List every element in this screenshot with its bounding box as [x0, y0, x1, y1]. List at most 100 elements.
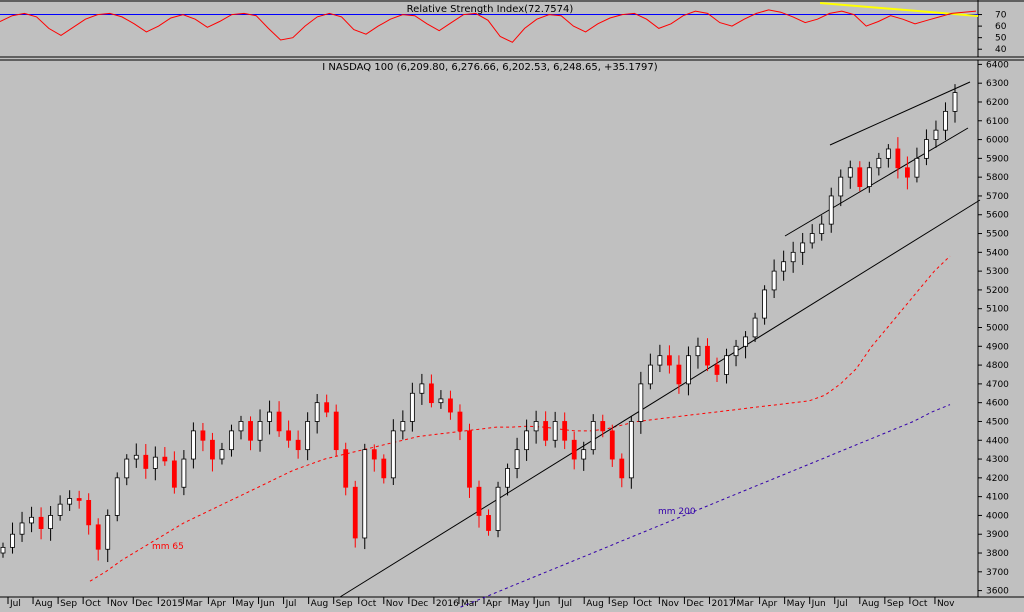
- price-tick-label: 4400: [986, 436, 1009, 446]
- candle-up: [800, 242, 806, 253]
- price-tick-label: 4300: [986, 455, 1009, 465]
- candle-up: [305, 421, 311, 451]
- ma200-line: [454, 404, 951, 610]
- candle-up: [29, 516, 34, 524]
- candle-down: [543, 421, 549, 441]
- time-tick-label: 2016: [436, 599, 459, 608]
- time-tick-label: Mar: [737, 599, 754, 608]
- time-tick-label: Aug: [586, 599, 604, 608]
- rsi-tick-label: 50: [995, 34, 1007, 44]
- price-tick-label: 5900: [986, 154, 1009, 164]
- candle-up: [152, 456, 158, 469]
- price-tick-label: 4100: [986, 493, 1009, 503]
- time-tick-label: Aug: [311, 599, 329, 608]
- rsi-line: [0, 9, 977, 43]
- time-tick-label: Jun: [535, 599, 550, 608]
- price-tick-label: 6200: [986, 98, 1009, 108]
- price-tick-label: 4800: [986, 361, 1009, 371]
- candle-down: [371, 449, 377, 460]
- time-tick-label: May: [787, 599, 806, 608]
- time-tick-label: Dec: [686, 599, 703, 608]
- candle-down: [571, 439, 577, 460]
- candle-up: [57, 503, 63, 516]
- candle-down: [295, 439, 301, 451]
- candle-up: [257, 421, 263, 441]
- candle-up: [105, 515, 111, 550]
- price-tick-label: 5500: [986, 230, 1009, 240]
- rsi-tick-label: 40: [995, 45, 1007, 55]
- candle-up: [724, 355, 729, 375]
- candle-down: [457, 411, 463, 432]
- rsi-tick-label: 70: [995, 11, 1007, 21]
- candle-up: [838, 176, 844, 197]
- time-tick-label: Nov: [386, 599, 404, 608]
- candle-up: [533, 421, 539, 432]
- candle-up: [876, 157, 882, 169]
- price-title: I NASDAQ 100 (6,209.80, 6,276.66, 6,202.…: [322, 62, 657, 73]
- time-axis-labels: Jul Aug Sep Oct Nov Dec 2015 Mar Apr May Jun Jul Aug…: [7, 597, 955, 609]
- candle-up: [638, 383, 644, 422]
- price-tick-label: 6100: [986, 117, 1009, 127]
- candle-down: [562, 421, 568, 441]
- time-tick-label: Nov: [661, 599, 679, 608]
- price-tick-label: 5000: [986, 324, 1009, 334]
- candle-down: [667, 355, 672, 366]
- candle-down: [609, 430, 615, 460]
- candle-up: [505, 468, 510, 488]
- candle-down: [905, 167, 910, 178]
- candle-up: [790, 251, 796, 263]
- candle-down: [476, 486, 482, 516]
- price-tick-label: 6000: [986, 136, 1009, 146]
- candle-down: [210, 439, 215, 460]
- candle-up: [524, 430, 529, 451]
- price-panel: I NASDAQ 100 (6,209.80, 6,276.66, 6,202.…: [0, 59, 1024, 610]
- candle-down: [162, 456, 168, 462]
- candle-up: [686, 355, 691, 385]
- candle-down: [619, 458, 625, 479]
- time-tick-label: Dec: [411, 599, 428, 608]
- candle-up: [362, 449, 368, 539]
- candle-up: [48, 515, 53, 529]
- candle-down: [600, 421, 606, 432]
- candle-up: [828, 195, 834, 225]
- time-tick-label: Sep: [60, 599, 77, 608]
- candle-up: [229, 430, 234, 451]
- candle-down: [895, 148, 901, 169]
- time-tick-label: Apr: [762, 599, 778, 608]
- ma200-label: mm 200: [658, 507, 696, 517]
- candle-up: [628, 421, 634, 479]
- candle-up: [743, 336, 748, 347]
- candle-up: [133, 454, 139, 460]
- time-tick-label: Dec: [135, 599, 152, 608]
- time-tick-label: Sep: [887, 599, 904, 608]
- candle-up: [581, 449, 587, 460]
- time-tick-label: Jul: [836, 599, 848, 608]
- time-tick-label: Jul: [560, 599, 572, 608]
- candle-up: [847, 167, 853, 178]
- candle-down: [467, 430, 472, 488]
- time-tick-label: Apr: [210, 599, 226, 608]
- time-tick-label: Oct: [85, 599, 101, 608]
- price-tick-label: 4700: [986, 380, 1009, 390]
- candle-down: [333, 411, 339, 451]
- price-tick-label: 4200: [986, 474, 1009, 484]
- candle-up: [390, 430, 396, 479]
- candle-down: [143, 454, 149, 469]
- candle-down: [86, 499, 92, 526]
- candle-up: [885, 148, 891, 159]
- candle-up: [771, 270, 777, 291]
- candle-up: [924, 139, 929, 159]
- long-trend-support: [339, 199, 981, 598]
- candle-up: [314, 402, 320, 422]
- price-tick-label: 3700: [986, 568, 1009, 578]
- candle-up: [552, 421, 558, 441]
- time-tick-label: May: [235, 599, 254, 608]
- candle-down: [76, 498, 82, 501]
- candle-down: [200, 430, 206, 441]
- time-tick-label: Oct: [636, 599, 652, 608]
- time-tick-label: Jun: [260, 599, 275, 608]
- price-tick-label: 4900: [986, 342, 1009, 352]
- candle-up: [819, 223, 825, 234]
- time-tick-label: Apr: [486, 599, 502, 608]
